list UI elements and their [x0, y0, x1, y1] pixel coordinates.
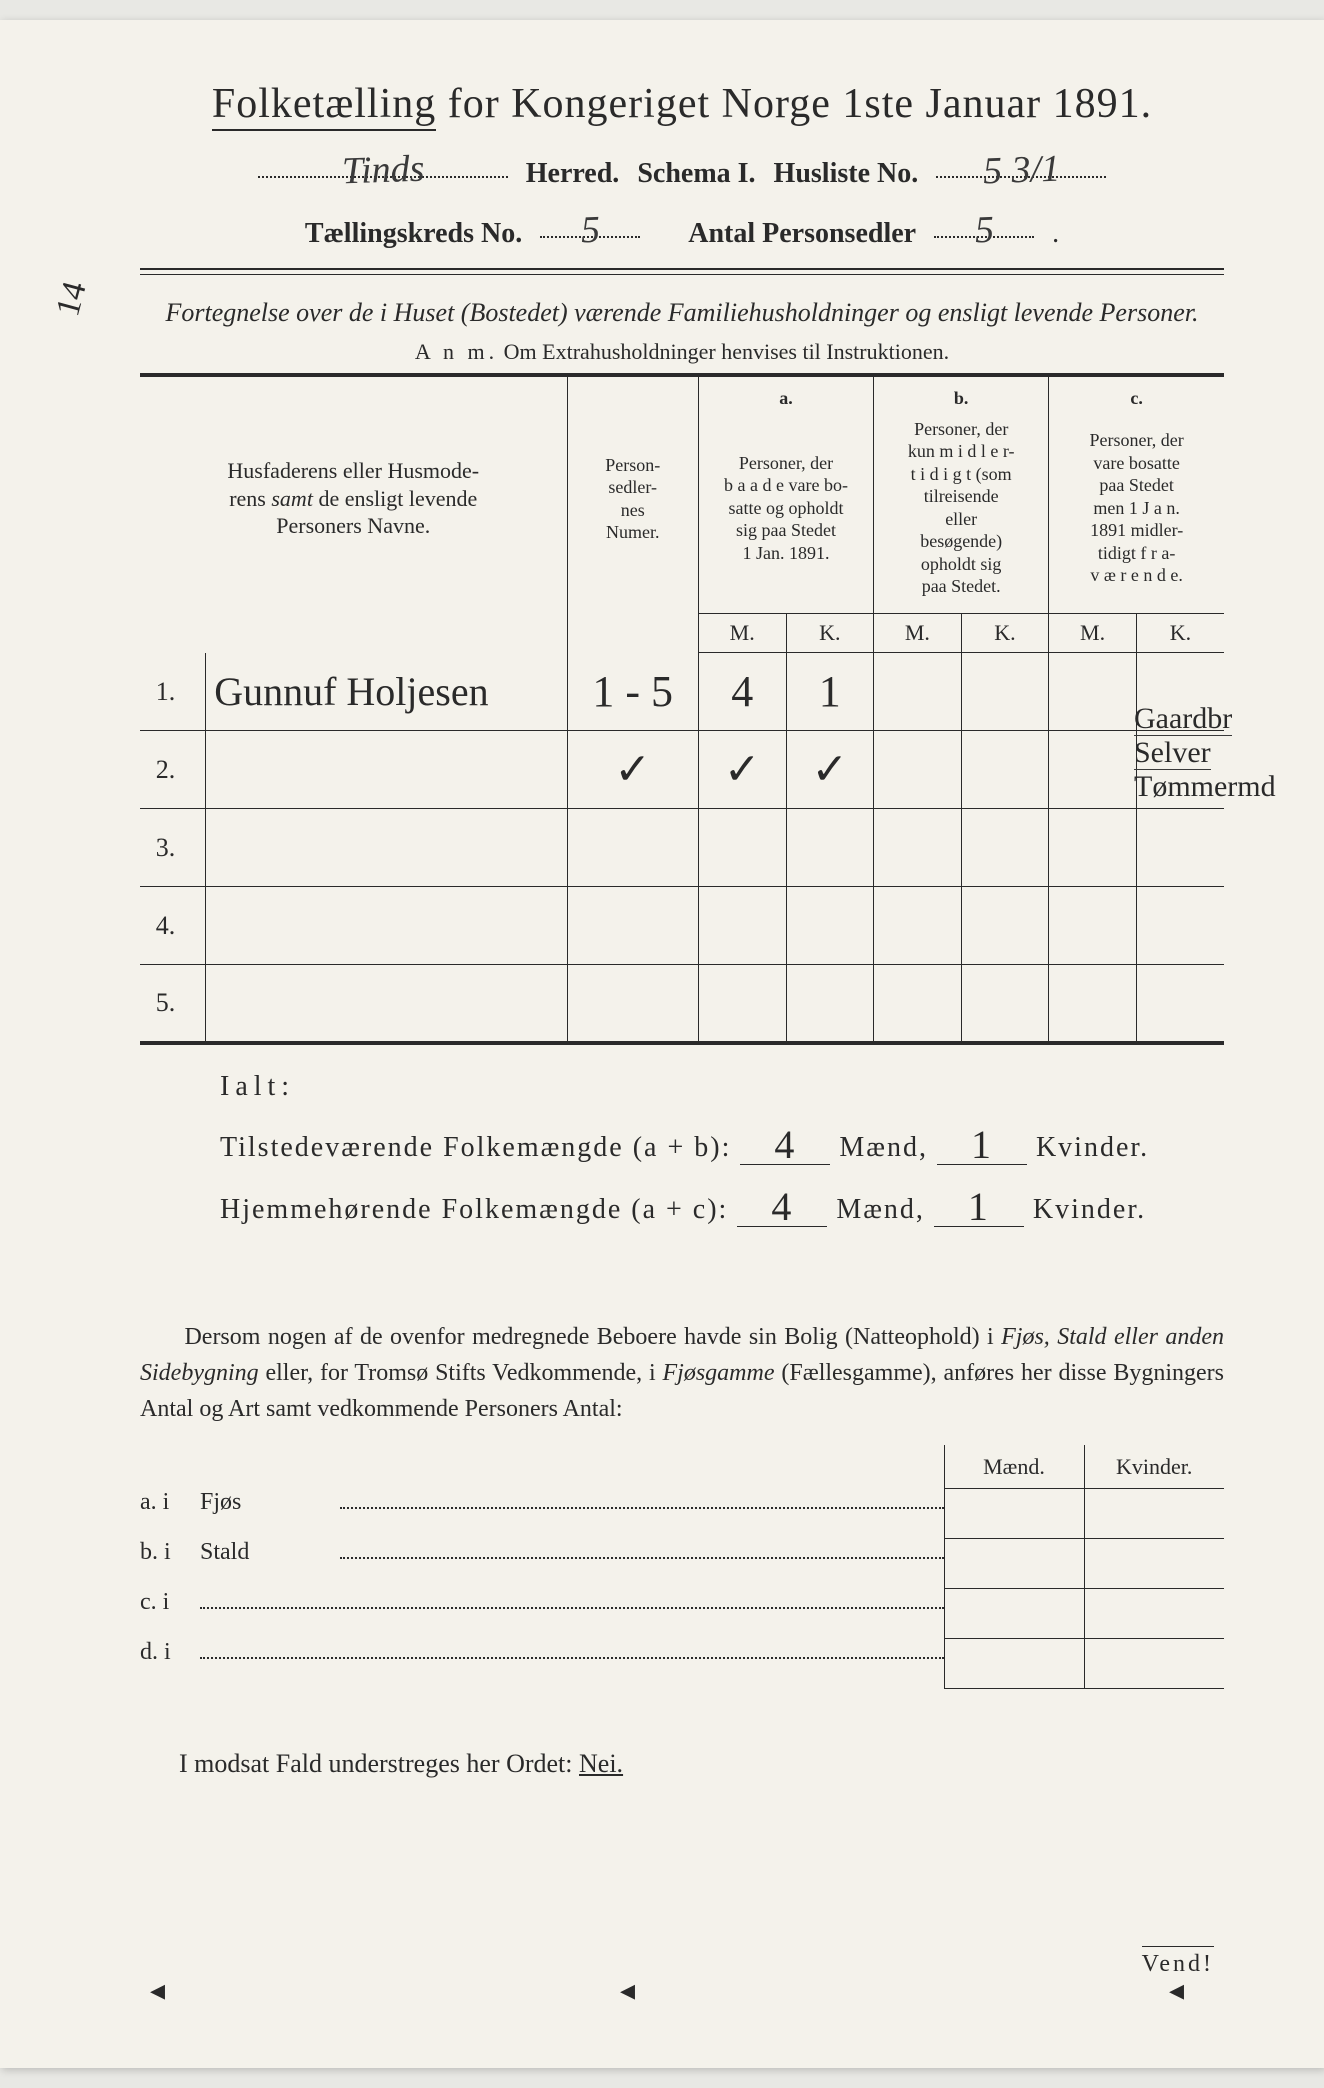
- header-row-2: Tællingskreds No. 5 Antal Personsedler 5…: [140, 208, 1224, 250]
- row-numer: ✓: [567, 731, 698, 809]
- row-num: 1.: [140, 653, 206, 731]
- kreds-field: 5: [540, 208, 640, 238]
- dersom-text: Dersom nogen af de ovenfor medregnede Be…: [140, 1319, 1224, 1427]
- side-annotation: Gaardbr Selver Tømmermd: [1134, 702, 1304, 803]
- col-a-m: M.: [698, 614, 786, 653]
- kreds-handwriting: 5: [580, 208, 601, 253]
- col-a-text: Personer, derb a a d e vare bo-satte og …: [698, 414, 873, 602]
- bottom-row: d. i: [140, 1639, 944, 1689]
- ialt-block: Ialt: Tilstedeværende Folkemængde (a + b…: [220, 1071, 1224, 1229]
- row-cM: [1049, 731, 1137, 809]
- anm-text: Om Extrahusholdninger henvises til Instr…: [504, 339, 949, 364]
- husliste-handwriting: 5 3/1: [982, 147, 1061, 194]
- husliste-label: Husliste No.: [774, 158, 919, 190]
- mini-maend: Mænd.: [944, 1445, 1084, 1489]
- col-c-k: K.: [1136, 614, 1224, 653]
- ialt-title: Ialt:: [220, 1071, 1224, 1103]
- col-c-text: Personer, dervare bosattepaa Stedetmen 1…: [1049, 414, 1224, 602]
- ink-mark: ◂: [620, 1973, 635, 2008]
- husliste-field: 5 3/1: [936, 148, 1106, 178]
- schema-label: Schema I.: [637, 158, 755, 190]
- census-table: Husfaderens eller Husmode-rens samt de e…: [140, 377, 1224, 1045]
- bottom-left: a. i Fjøs b. i Stald c. i d. i: [140, 1445, 944, 1690]
- row-name: Gunnuf Holjesen: [206, 653, 567, 731]
- col-b-text: Personer, derkun m i d l e r-t i d i g t…: [874, 414, 1049, 602]
- rule-1: [140, 268, 1224, 270]
- col-b-k: K.: [961, 614, 1049, 653]
- rule-2: [140, 274, 1224, 275]
- kreds-label: Tællingskreds No.: [305, 218, 522, 250]
- subtitle: Fortegnelse over de i Huset (Bostedet) v…: [140, 295, 1224, 331]
- col-a-k: K.: [786, 614, 874, 653]
- col-b-label: b.: [874, 377, 1049, 414]
- herred-label: Herred.: [526, 158, 620, 190]
- row-bK: [961, 653, 1049, 731]
- anm-line: A n m. Om Extrahusholdninger henvises ti…: [140, 339, 1224, 365]
- row-name: [206, 731, 567, 809]
- census-form-page: 14 Folketælling for Kongeriget Norge 1st…: [0, 20, 1324, 2068]
- row-bK: [961, 731, 1049, 809]
- row-aM: ✓: [698, 731, 786, 809]
- antal-field: 5: [934, 208, 1034, 238]
- row-bM: [874, 731, 962, 809]
- bottom-row: c. i: [140, 1589, 944, 1639]
- bottom-block: a. i Fjøs b. i Stald c. i d. i Mænd.K: [140, 1445, 1224, 1690]
- ink-mark: ◂: [1169, 1973, 1184, 2008]
- ialt-row-2: Hjemmehørende Folkemængde (a + c): 4 Mæn…: [220, 1181, 1224, 1229]
- row-bM: [874, 653, 962, 731]
- col-c-label: c.: [1049, 377, 1224, 414]
- margin-annotation: 14: [49, 278, 95, 321]
- header-row-1: Tinds Herred. Schema I. Husliste No. 5 3…: [140, 148, 1224, 190]
- col-numer: Person-sedler-nesNumer.: [567, 377, 698, 614]
- anm-label: A n m.: [415, 339, 498, 364]
- bottom-row: b. i Stald: [140, 1539, 944, 1589]
- col-names: Husfaderens eller Husmode-rens samt de e…: [140, 377, 567, 614]
- col-b-m: M.: [874, 614, 962, 653]
- nei-line: I modsat Fald understreges her Ordet: Ne…: [140, 1749, 1224, 1779]
- row-num: 4.: [140, 887, 206, 965]
- herred-field: Tinds: [258, 148, 508, 178]
- antal-label: Antal Personsedler: [688, 218, 916, 250]
- row-aK: 1: [786, 653, 874, 731]
- row-cM: [1049, 653, 1137, 731]
- table-row: 1. Gunnuf Holjesen 1 - 5 4 1: [140, 653, 1224, 731]
- table-row: 2. ✓ ✓ ✓: [140, 731, 1224, 809]
- antal-handwriting: 5: [974, 208, 995, 253]
- table-row: 4.: [140, 887, 1224, 965]
- row-num: 3.: [140, 809, 206, 887]
- herred-handwriting: Tinds: [341, 147, 425, 194]
- row-num: 2.: [140, 731, 206, 809]
- ink-mark: ◂: [150, 1973, 165, 2008]
- col-a-label: a.: [698, 377, 873, 414]
- bottom-row: a. i Fjøs: [140, 1489, 944, 1539]
- row-aK: ✓: [786, 731, 874, 809]
- ialt-row-1: Tilstedeværende Folkemængde (a + b): 4 M…: [220, 1119, 1224, 1167]
- col-c-m: M.: [1049, 614, 1137, 653]
- title-underlined: Folketælling: [212, 81, 436, 131]
- table-row: 5.: [140, 965, 1224, 1043]
- row-aM: 4: [698, 653, 786, 731]
- row-numer: 1 - 5: [567, 653, 698, 731]
- mini-table: Mænd.Kvinder.: [944, 1445, 1225, 1690]
- nei-word: Nei.: [579, 1749, 623, 1778]
- page-title: Folketælling for Kongeriget Norge 1ste J…: [140, 80, 1224, 128]
- mini-kvinder: Kvinder.: [1084, 1445, 1224, 1489]
- table-row: 3.: [140, 809, 1224, 887]
- row-num: 5.: [140, 965, 206, 1043]
